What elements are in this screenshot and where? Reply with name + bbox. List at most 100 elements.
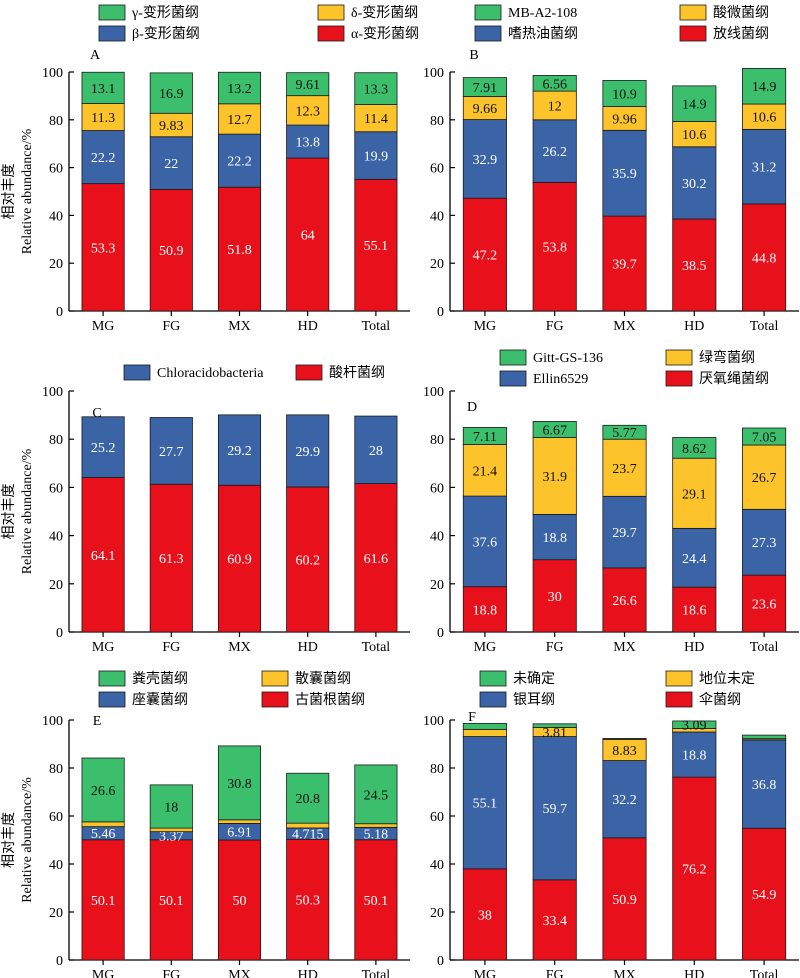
data-label: 50 — [233, 894, 247, 909]
data-label: 61.3 — [159, 552, 184, 567]
x-tick-label: MG — [92, 319, 115, 334]
legend-swatch — [317, 4, 345, 21]
x-tick-label: MG — [92, 640, 115, 655]
data-label: 60.9 — [227, 553, 252, 568]
bar-segment — [149, 417, 193, 485]
data-label: 54.9 — [752, 888, 777, 903]
data-label: 18.6 — [682, 604, 707, 619]
legend-label: 伞菌纲 — [699, 691, 741, 708]
data-label: 18.8 — [682, 749, 707, 764]
y-tick-label: 0 — [437, 305, 444, 320]
data-label: 50.9 — [159, 244, 184, 259]
legend-label: 古菌根菌纲 — [295, 692, 365, 708]
bar-segment — [149, 784, 193, 829]
bar-segment — [462, 77, 507, 97]
bar-segment — [149, 136, 193, 190]
bar-segment — [354, 483, 398, 633]
bar-segment — [354, 839, 398, 961]
legend-label: 地位未定 — [699, 671, 755, 687]
data-label: 10.6 — [752, 111, 777, 126]
bar-segment — [462, 736, 507, 870]
bar-segment — [81, 757, 125, 823]
x-tick-label: MG — [474, 640, 497, 655]
data-label: 28 — [369, 444, 383, 459]
data-label: 4.715 — [292, 828, 324, 843]
legend-swatch — [474, 4, 502, 21]
panel-letter: D — [467, 400, 477, 415]
data-label: 47.2 — [473, 249, 498, 264]
data-label: 18 — [164, 800, 178, 815]
legend-label: δ-变形菌纲 — [351, 5, 418, 21]
data-label: 5.46 — [91, 827, 116, 842]
y-tick-label: 60 — [430, 481, 444, 496]
y-tick-label: 100 — [423, 385, 444, 400]
data-label: 51.8 — [227, 243, 252, 258]
y-tick-label: 40 — [49, 858, 63, 873]
data-label: 30.8 — [227, 777, 252, 792]
panel-letter: C — [92, 406, 101, 421]
legend-swatch — [665, 349, 693, 366]
bar-segment — [532, 513, 577, 561]
bar-segment — [602, 567, 647, 633]
data-label: 30 — [548, 590, 562, 605]
legend-label: Gitt-GS-136 — [533, 351, 603, 366]
data-label: 27.7 — [159, 445, 184, 460]
legend-swatch — [474, 25, 502, 42]
bar-segment — [672, 731, 717, 778]
data-label: 29.7 — [612, 526, 637, 541]
x-tick-label: HD — [684, 968, 704, 978]
x-tick-label: HD — [298, 319, 318, 334]
bar-segment — [149, 483, 193, 633]
data-label: 26.6 — [91, 784, 116, 799]
legend-swatch — [665, 370, 693, 387]
data-label: 13.1 — [91, 82, 116, 97]
data-label: 50.1 — [364, 894, 389, 909]
data-label: 29.9 — [295, 445, 320, 460]
y-tick-label: 40 — [430, 858, 444, 873]
y-tick-label: 80 — [430, 433, 444, 448]
bar-segment — [462, 197, 507, 312]
legend-swatch — [261, 670, 289, 687]
legend-swatch — [499, 349, 527, 366]
legend-c: Chloracidobacteria 酸杆菌纲 — [123, 364, 385, 381]
x-tick-label: FG — [162, 319, 180, 334]
x-tick-label: MX — [228, 968, 251, 978]
data-label: 8.62 — [682, 442, 707, 457]
chart-panel-c: 0 20 40 60 80 100 相对丰度 Relative abundance/% MG 64… — [1, 364, 410, 655]
y-tick-label: 20 — [430, 578, 444, 593]
panel-letter: E — [93, 714, 102, 729]
y-tick-label: 80 — [430, 114, 444, 129]
bar-segment — [286, 822, 330, 829]
bar-segment — [217, 414, 262, 486]
y-tick-label: 0 — [56, 305, 63, 320]
bar-segment — [742, 574, 787, 633]
data-label: 20.8 — [295, 792, 320, 807]
y-axis-title-cn: 相对丰度 — [1, 164, 17, 220]
data-label: 22.2 — [227, 155, 252, 170]
bar-segment — [462, 722, 507, 730]
y-tick-label: 80 — [49, 114, 63, 129]
bar-segment — [286, 124, 330, 159]
data-label: 19.9 — [364, 150, 389, 165]
legend-label: 座囊菌纲 — [132, 691, 188, 708]
y-tick-label: 40 — [49, 530, 63, 545]
data-label: 13.8 — [295, 136, 320, 151]
x-tick-label: HD — [298, 640, 318, 655]
bar-segment — [354, 131, 398, 180]
x-tick-label: FG — [162, 640, 180, 655]
data-label: 61.6 — [364, 552, 389, 567]
bar-segment — [742, 68, 787, 105]
bar-segment — [532, 437, 577, 515]
y-tick-label: 40 — [430, 530, 444, 545]
legend-label: MB-A2-108 — [508, 6, 577, 21]
data-label: 3.09 — [682, 719, 707, 734]
x-tick-label: MX — [613, 968, 636, 978]
legend-label: α-变形菌纲 — [351, 26, 419, 42]
legend-a: γ-变形菌纲 δ-变形菌纲 β-变形菌纲 α-变形菌纲 — [98, 4, 419, 42]
bar-segment — [462, 586, 507, 633]
data-label: 50.9 — [612, 893, 637, 908]
data-label: 50.1 — [159, 894, 184, 909]
bar-segment — [217, 484, 262, 633]
